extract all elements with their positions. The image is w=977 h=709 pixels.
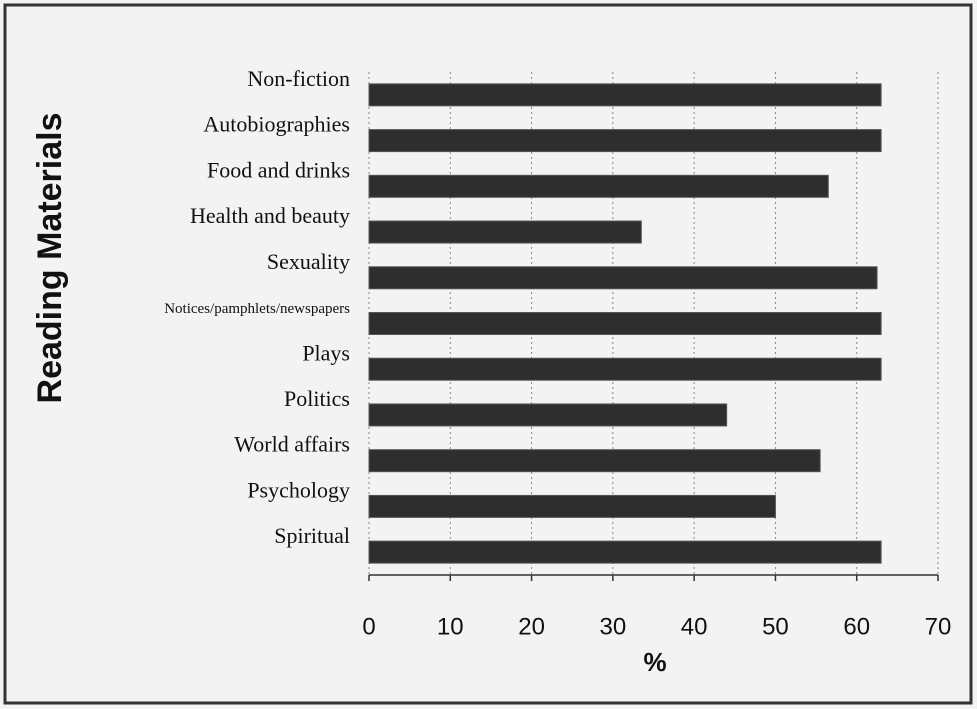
x-tick-label: 20	[518, 613, 545, 640]
y-tick-label: Autobiographies	[203, 112, 350, 137]
x-axis-label: %	[643, 647, 666, 677]
bar	[368, 357, 882, 381]
x-tick-label: 0	[362, 613, 375, 640]
bar	[368, 494, 776, 518]
x-tick-label: 30	[600, 613, 627, 640]
y-tick-label: Food and drinks	[207, 157, 350, 182]
bar	[368, 266, 878, 290]
frame	[3, 3, 973, 705]
bar	[368, 403, 728, 427]
bar	[368, 540, 882, 564]
y-tick-label: Non-fiction	[247, 66, 350, 91]
bar	[368, 220, 642, 244]
y-tick-label: Psychology	[247, 477, 350, 502]
x-tick-label: 40	[681, 613, 708, 640]
bar	[368, 83, 882, 107]
y-tick-label: Politics	[284, 386, 350, 411]
x-tick-label: 50	[762, 613, 789, 640]
y-axis-label: Reading Materials	[31, 113, 69, 404]
x-tick-label: 60	[843, 613, 870, 640]
y-tick-label: Notices/pamphlets/newspapers	[164, 301, 350, 317]
y-tick-label: Health and beauty	[190, 203, 350, 228]
x-tick-label: 70	[925, 613, 952, 640]
y-tick-label: Sexuality	[267, 249, 350, 274]
bar	[368, 312, 882, 335]
y-tick-label: Spiritual	[274, 523, 350, 548]
bar	[368, 449, 821, 473]
bar	[368, 129, 882, 153]
y-tick-label: World affairs	[234, 432, 350, 457]
y-tick-label: Plays	[302, 340, 350, 365]
bar	[368, 174, 829, 198]
x-tick-label: 10	[437, 613, 464, 640]
